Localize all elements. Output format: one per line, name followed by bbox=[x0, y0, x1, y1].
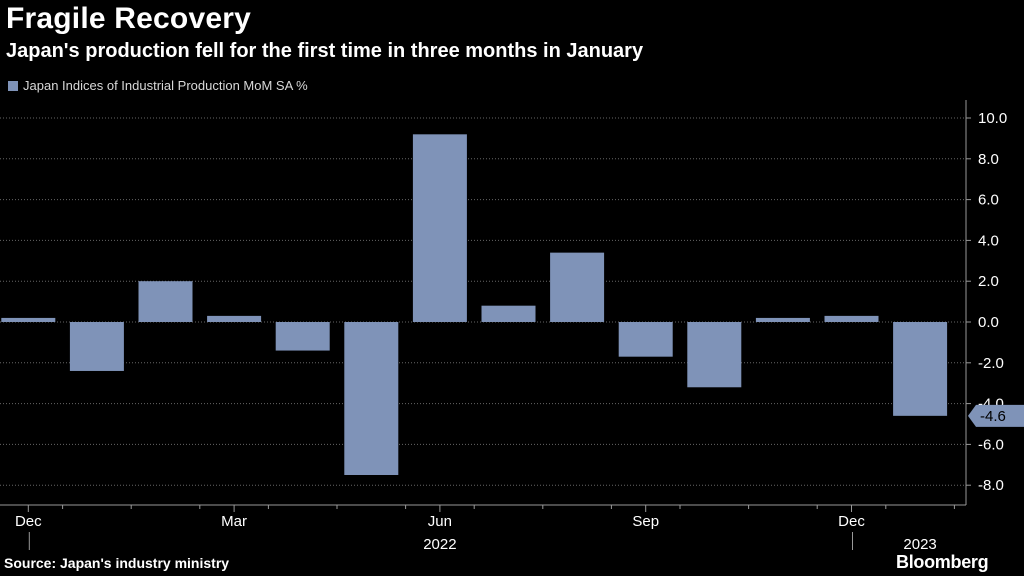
y-tick-label: -6.0 bbox=[978, 436, 1004, 453]
bar bbox=[687, 322, 742, 388]
bar bbox=[69, 322, 124, 371]
chart-subtitle: Japan's production fell for the first ti… bbox=[6, 40, 644, 62]
last-value-label: -4.6 bbox=[980, 408, 1006, 425]
bloomberg-logo: Bloomberg bbox=[896, 552, 989, 572]
y-tick-label: 0.0 bbox=[978, 314, 999, 331]
legend-label: Japan Indices of Industrial Production M… bbox=[23, 78, 308, 93]
x-year-label: 2022 bbox=[423, 536, 456, 553]
bar bbox=[275, 322, 330, 351]
x-year-label: 2023 bbox=[903, 536, 936, 553]
y-tick-label: -2.0 bbox=[978, 355, 1004, 372]
y-tick-label: 2.0 bbox=[978, 273, 999, 290]
bar bbox=[1, 317, 56, 322]
y-tick-label: 10.0 bbox=[978, 110, 1007, 127]
legend: Japan Indices of Industrial Production M… bbox=[8, 78, 308, 93]
bar bbox=[481, 305, 536, 322]
bar bbox=[550, 252, 605, 322]
x-tick-label: Dec bbox=[15, 513, 42, 530]
bar bbox=[344, 322, 399, 475]
x-tick-label: Jun bbox=[428, 513, 452, 530]
legend-swatch bbox=[8, 80, 18, 91]
bar bbox=[618, 322, 673, 357]
x-tick-label: Mar bbox=[221, 513, 247, 530]
x-tick-label: Dec bbox=[838, 513, 865, 530]
bar bbox=[207, 315, 262, 322]
source-note: Source: Japan's industry ministry bbox=[4, 555, 230, 571]
bar bbox=[412, 134, 467, 322]
y-tick-label: -8.0 bbox=[978, 477, 1004, 494]
y-tick-label: 6.0 bbox=[978, 192, 999, 209]
chart-title: Fragile Recovery bbox=[6, 2, 251, 35]
y-tick-label: 8.0 bbox=[978, 151, 999, 168]
last-value-callout bbox=[968, 404, 1024, 427]
x-tick-label: Sep bbox=[632, 513, 659, 530]
bar bbox=[138, 281, 193, 322]
y-tick-label: 4.0 bbox=[978, 232, 999, 249]
bar bbox=[893, 322, 948, 416]
bar bbox=[755, 317, 810, 322]
bar bbox=[824, 315, 879, 322]
